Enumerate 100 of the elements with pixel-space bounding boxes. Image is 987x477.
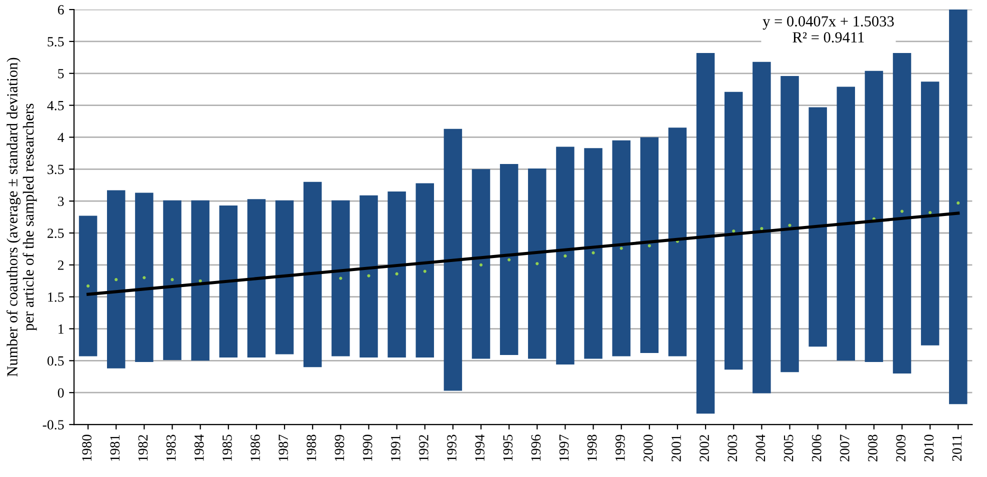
bar	[247, 199, 266, 358]
x-tick-label: 1985	[222, 434, 232, 461]
point	[198, 279, 202, 282]
x-tick-label: 2009	[896, 434, 906, 462]
x-tick-label: 1984	[194, 434, 204, 461]
y-tick-label: 5	[58, 69, 64, 78]
bar	[808, 107, 827, 347]
bar	[303, 182, 322, 368]
x-tick-label: 2003	[728, 434, 738, 462]
x-tick-label: 2011	[952, 435, 962, 461]
x-tick-label: 2006	[812, 434, 822, 462]
y-tick-label: 0.5	[47, 356, 64, 366]
bar	[640, 137, 659, 354]
x-tick-label: 1999	[615, 434, 625, 461]
bar	[780, 76, 799, 372]
x-tick-label: 1996	[531, 434, 541, 461]
point	[86, 284, 90, 288]
bar	[107, 190, 126, 368]
y-tick-label: -0.5	[42, 420, 64, 430]
bar	[388, 191, 406, 358]
y-tick-label: 3.5	[48, 164, 64, 174]
bar	[668, 128, 687, 356]
y-tick-label: 2.5	[48, 228, 64, 238]
x-tick-label: 2007	[840, 434, 850, 462]
x-tick-label: 2010	[924, 434, 934, 462]
y-tick-label: 2	[58, 260, 64, 270]
point	[114, 278, 118, 282]
point	[395, 272, 398, 276]
x-tick-label: 1992	[419, 435, 428, 461]
point	[760, 226, 764, 230]
point	[339, 276, 342, 280]
x-tick-label: 1986	[250, 434, 260, 461]
bar	[163, 200, 182, 360]
bar	[696, 52, 715, 414]
x-tick-label: 1981	[110, 435, 120, 461]
bar	[135, 192, 154, 362]
y-axis-title: Number of coauthors (average ± standard deviation) per article of the sampled researchers	[6, 58, 37, 376]
x-tick-label: 2001	[672, 435, 681, 462]
x-tick-label: 2004	[756, 434, 766, 462]
bar	[219, 206, 238, 358]
bar	[332, 200, 350, 356]
y-tick-label: 5.5	[48, 37, 64, 46]
bar	[444, 128, 462, 391]
bar	[528, 168, 546, 359]
point	[592, 251, 595, 254]
point	[732, 230, 736, 233]
point	[367, 274, 370, 278]
bar	[724, 92, 743, 370]
y-tick-label: 6	[58, 5, 64, 14]
bar	[500, 164, 518, 355]
x-tick-label: 1990	[362, 434, 372, 461]
bar	[752, 62, 771, 394]
bar	[416, 183, 434, 358]
point	[508, 258, 511, 262]
x-tick-label: 1980	[82, 434, 92, 461]
x-tick-label: 2000	[644, 434, 653, 462]
bar	[472, 169, 490, 359]
point	[788, 224, 792, 227]
y-tick-label: 0	[58, 388, 64, 398]
bar	[275, 200, 294, 354]
bar	[191, 200, 210, 361]
x-tick-label: 1997	[559, 434, 569, 461]
x-tick-label: 1995	[503, 434, 513, 461]
point	[170, 278, 174, 282]
x-tick-label: 2005	[784, 434, 794, 462]
y-tick-label: 3	[58, 196, 64, 206]
bar	[360, 195, 378, 358]
point	[956, 201, 960, 205]
x-tick-label: 1982	[138, 435, 148, 461]
y-tick-label: 1	[58, 324, 64, 334]
y-tick-label: 1.5	[48, 292, 64, 302]
x-tick-label: 1994	[475, 434, 484, 461]
bar	[864, 70, 884, 362]
point	[479, 263, 483, 266]
x-tick-label: 1989	[334, 434, 344, 461]
x-tick-label: 1993	[447, 434, 456, 461]
x-tick-label: 1988	[306, 434, 316, 461]
point	[142, 276, 146, 280]
x-tick-label: 2008	[868, 434, 878, 462]
y-tick-label: 4	[58, 132, 64, 142]
bar	[584, 148, 602, 359]
x-tick-label: 2002	[700, 435, 710, 462]
x-tick-label: 1998	[587, 434, 597, 461]
bar	[78, 216, 98, 356]
point	[900, 210, 904, 213]
bar	[612, 140, 630, 356]
point	[928, 211, 932, 214]
annotation: y = 0.0407x + 1.5033 R² = 0.9411	[762, 16, 894, 43]
point	[620, 246, 623, 250]
x-tick-label: 1987	[278, 434, 288, 461]
point	[564, 254, 567, 258]
bar	[920, 82, 940, 346]
point	[536, 262, 539, 266]
bar	[949, 10, 968, 404]
x-tick-label: 1991	[390, 435, 400, 461]
bar	[556, 146, 574, 365]
bar	[892, 52, 912, 374]
bar	[836, 86, 856, 361]
point	[423, 270, 426, 273]
x-tick-label: 1983	[166, 434, 176, 461]
